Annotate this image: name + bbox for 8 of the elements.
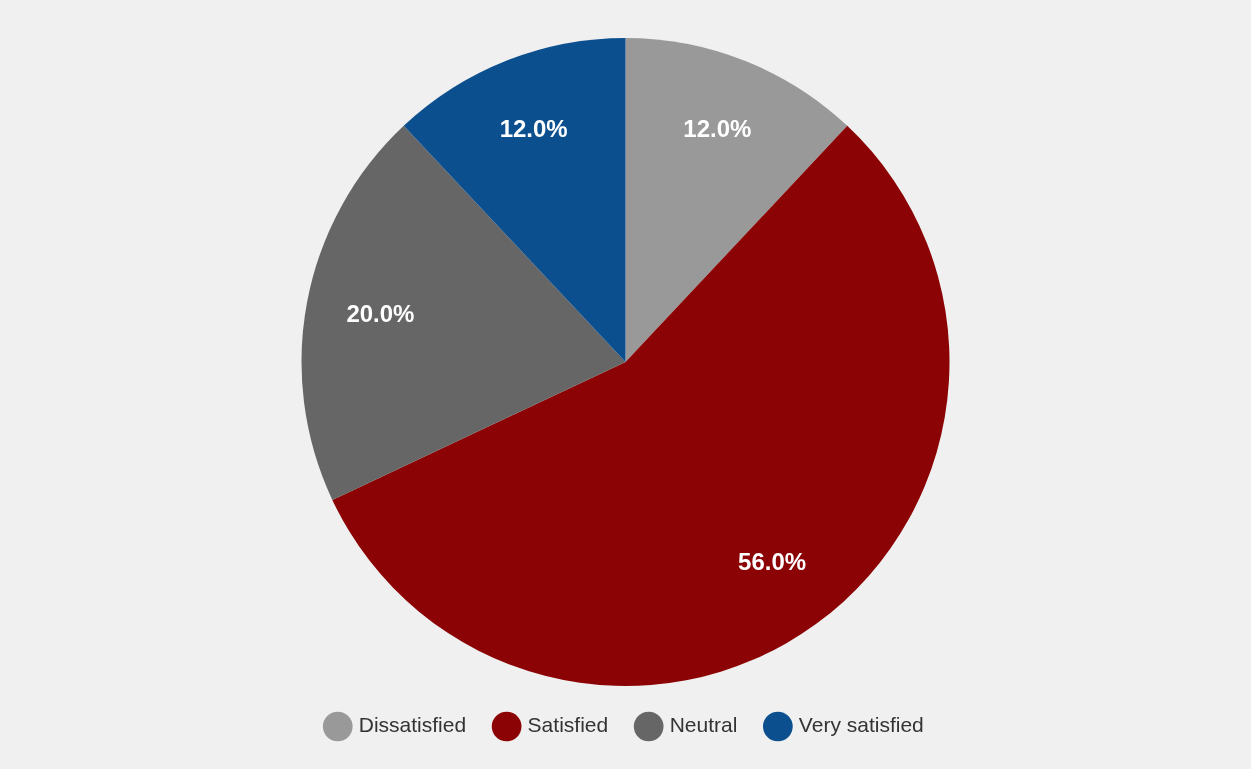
data-label: 12.0% (499, 114, 568, 142)
legend-label: Very satisfied (798, 713, 924, 737)
data-label: 56.0% (738, 548, 807, 576)
data-label: 12.0% (683, 114, 752, 142)
data-label: 20.0% (346, 299, 415, 327)
legend-label: Neutral (669, 713, 738, 737)
legend-label: Dissatisfied (358, 713, 467, 737)
legend-label: Satisfied (527, 713, 609, 737)
